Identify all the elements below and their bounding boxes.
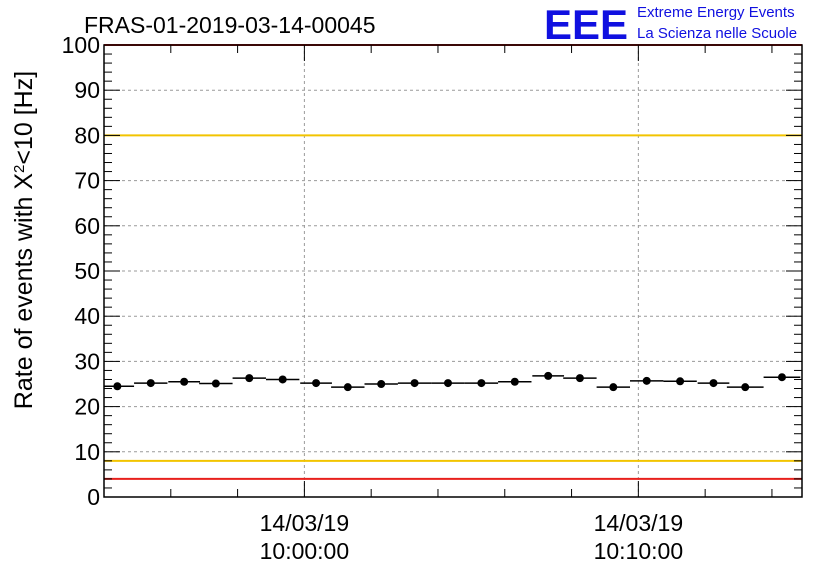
data-point (477, 379, 486, 388)
y-tick-label: 30 (74, 348, 100, 374)
y-tick-label: 50 (74, 258, 100, 284)
data-point (676, 377, 685, 386)
data-point (377, 380, 386, 388)
x-tick-label-time: 10:10:00 (594, 538, 684, 564)
logo-line-2: La Scienza nelle Scuole (637, 25, 797, 42)
data-point (113, 382, 122, 391)
data-point (211, 379, 220, 388)
eee-logo-mark: EEE (544, 1, 628, 48)
y-axis-label: Rate of events with X2<10 [Hz] (10, 71, 38, 409)
data-point (343, 383, 352, 392)
eee-logo: EEE Extreme Energy Events La Scienza nel… (544, 1, 797, 48)
plot-frame (103, 44, 803, 498)
y-tick-label: 90 (74, 77, 100, 103)
y-tick-label: 40 (74, 303, 100, 329)
data-point (544, 371, 553, 380)
y-axis-label-tail: <10 [Hz] (10, 71, 38, 165)
data-point (777, 373, 786, 382)
x-tick-label-time: 10:00:00 (260, 538, 350, 564)
data-point (709, 379, 718, 388)
y-tick-label: 60 (74, 213, 100, 239)
data-point (575, 374, 584, 383)
x-tick-label-date: 14/03/19 (260, 510, 350, 536)
data-point (741, 383, 750, 392)
data-series (104, 371, 801, 392)
data-point (312, 379, 321, 388)
data-point (410, 379, 419, 388)
data-point (146, 379, 155, 388)
x-tick-label-date: 14/03/19 (594, 510, 684, 536)
data-point (510, 377, 519, 386)
run-title: FRAS-01-2019-03-14-00045 (84, 12, 376, 38)
y-tick-label: 70 (74, 168, 100, 194)
y-tick-label: 80 (74, 122, 100, 148)
data-point (443, 379, 452, 388)
y-tick-label: 10 (74, 439, 100, 465)
data-point (642, 376, 651, 385)
logo-line-1: Extreme Energy Events (637, 4, 795, 21)
data-point (245, 374, 254, 383)
y-tick-label: 20 (74, 394, 100, 420)
data-point (180, 377, 189, 386)
y-axis-label-superscript: 2 (11, 165, 28, 173)
data-point (278, 375, 287, 384)
y-tick-labels: 0 10 20 30 40 50 60 70 80 90 100 (62, 32, 100, 510)
y-tick-label: 100 (62, 32, 100, 58)
data-point (609, 383, 618, 392)
y-axis-label-main: Rate of events with X (10, 173, 38, 410)
y-tick-label: 0 (87, 484, 100, 510)
